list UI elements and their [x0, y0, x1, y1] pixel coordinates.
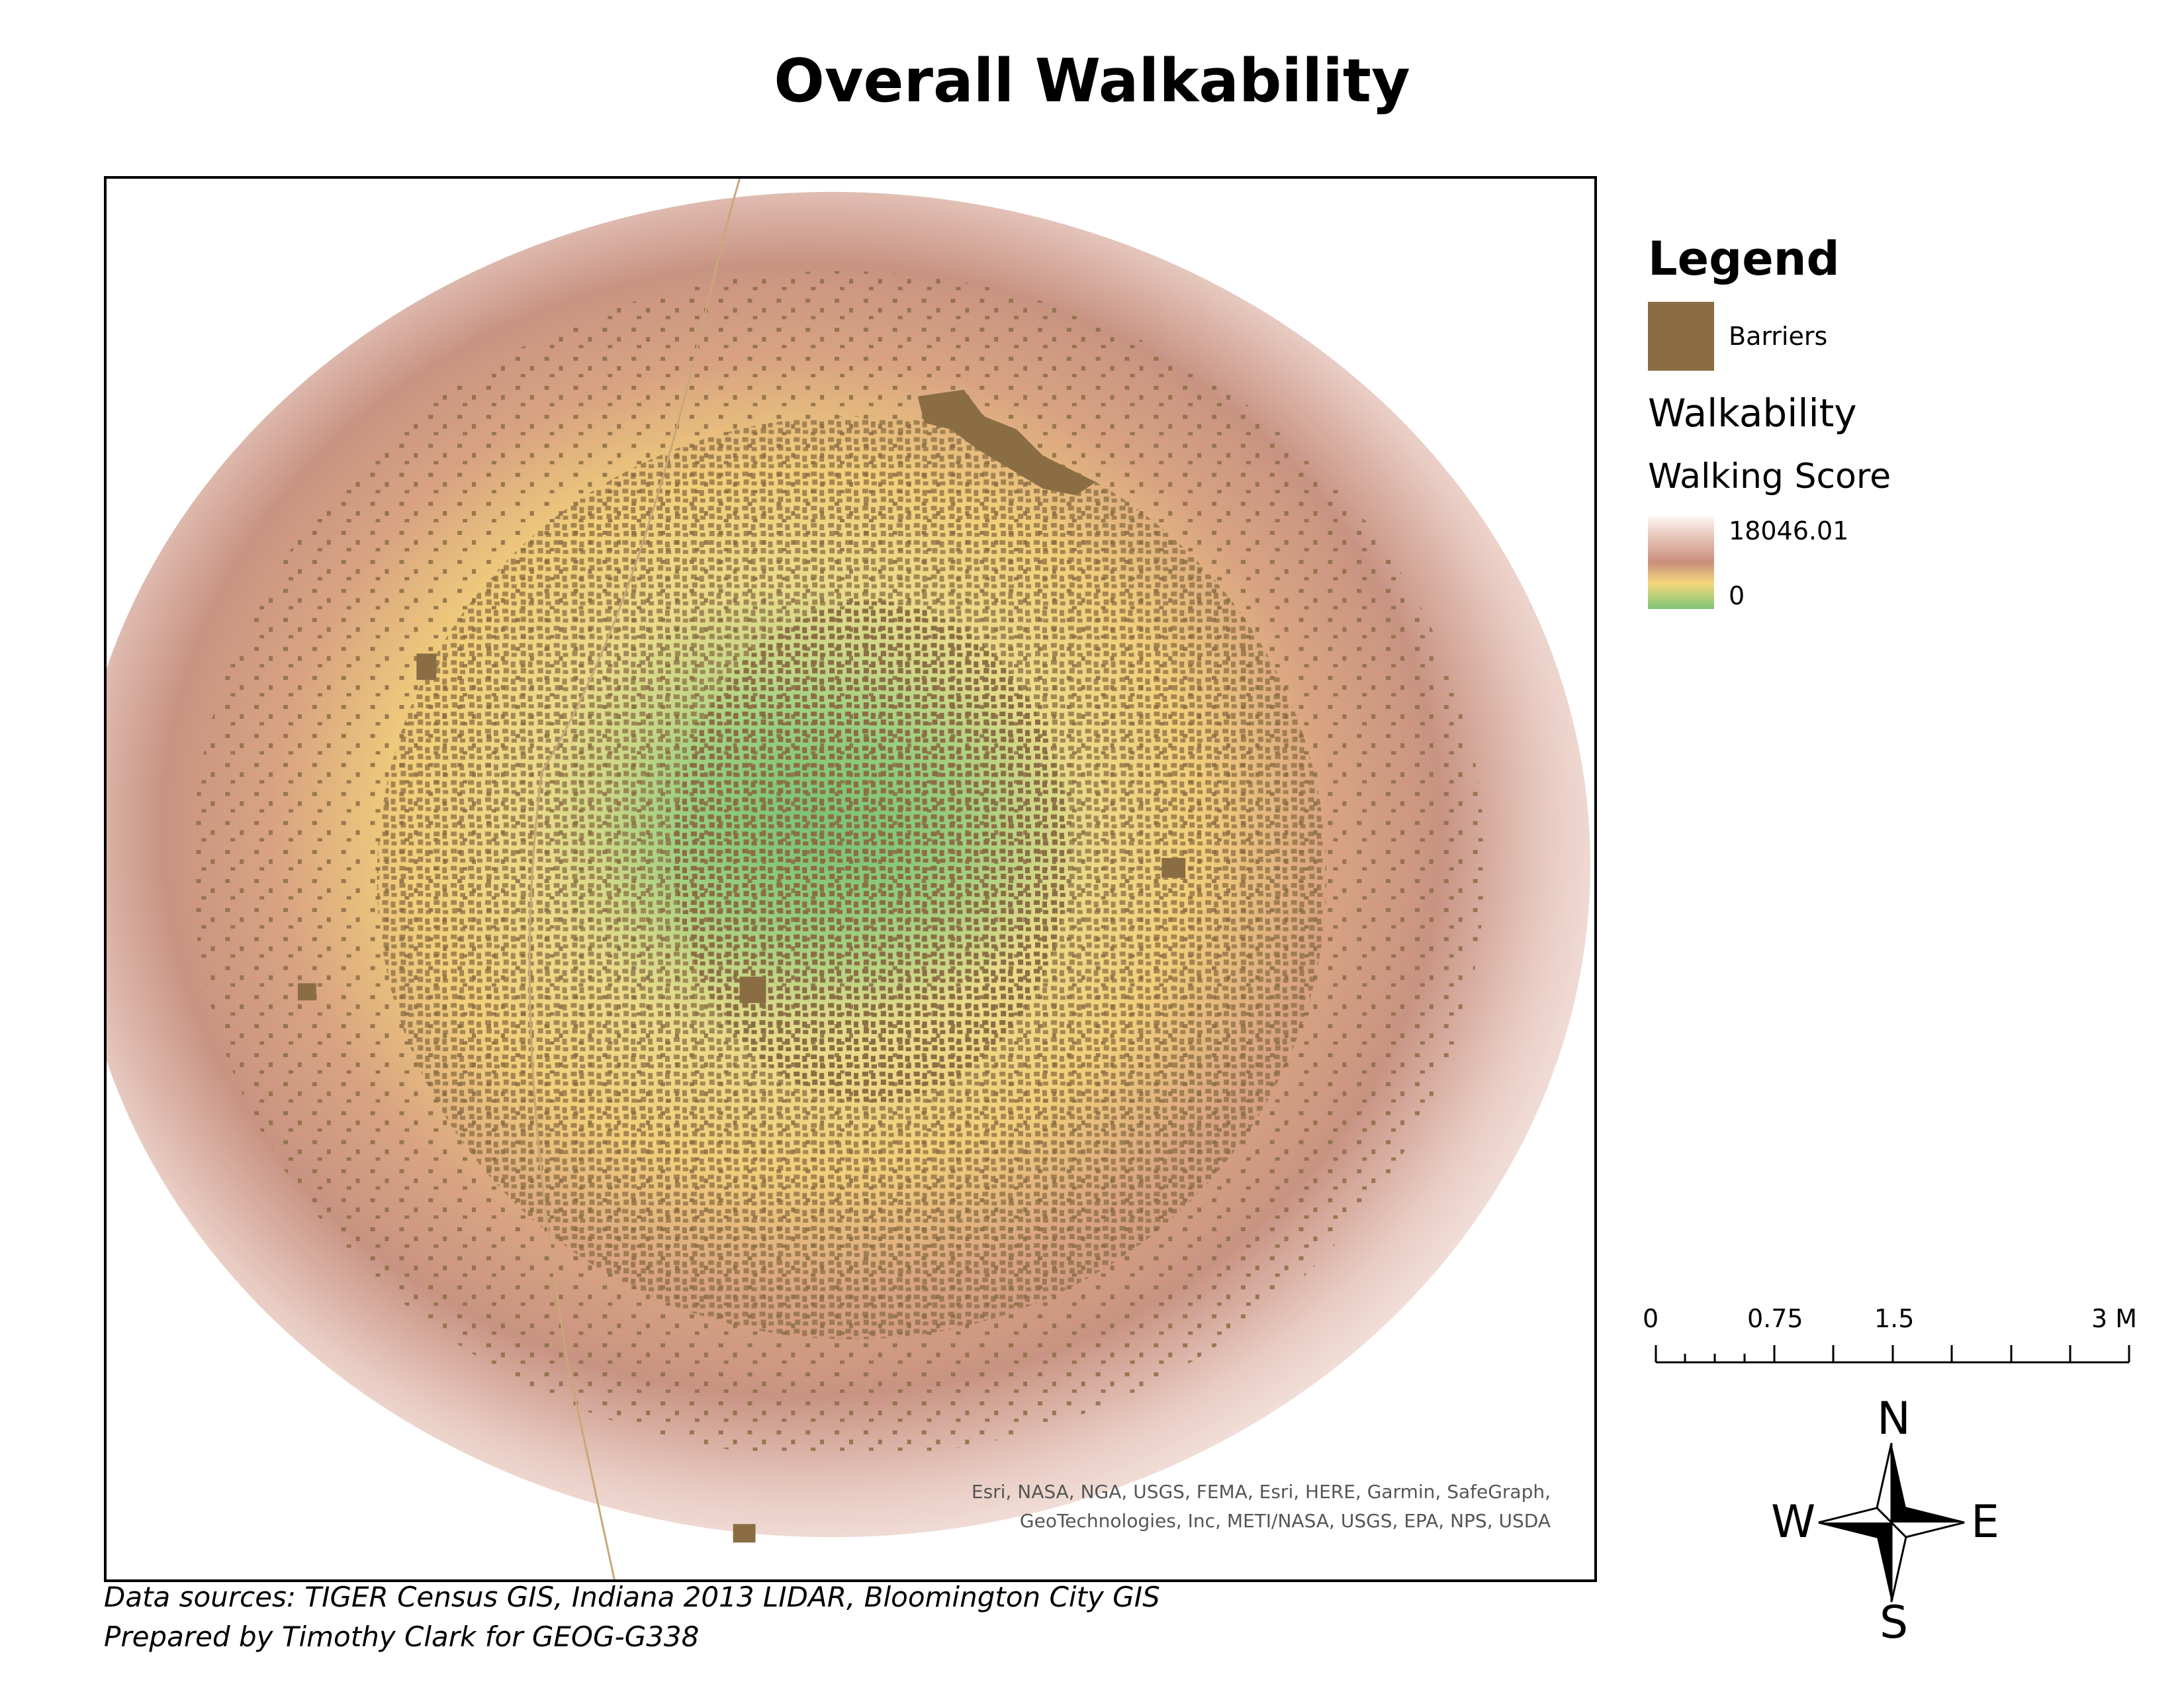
parcel-barrier: [416, 653, 437, 680]
scale-label: 3 M: [2091, 1304, 2138, 1333]
highway-line: [528, 179, 741, 1579]
north-arrow: N S W E: [1760, 1393, 2038, 1649]
compass-rose-icon: [1818, 1442, 1965, 1603]
parcel-barrier: [739, 976, 766, 1004]
legend-field-name: Walking Score: [1648, 457, 1891, 496]
barriers-label: Barriers: [1729, 322, 1828, 351]
compass-east-label: E: [1971, 1496, 1999, 1548]
attribution-line-2: GeoTechnologies, Inc, METI/NASA, USGS, E…: [1019, 1510, 1551, 1532]
scale-bar-graphic: [1655, 1345, 2130, 1364]
scale-bar: 0 0.75 1.5 3 M: [1641, 1304, 2144, 1377]
compass-west-label: W: [1771, 1496, 1816, 1548]
scale-label: 1.5: [1874, 1304, 1915, 1333]
ramp-max-label: 18046.01: [1729, 516, 1849, 545]
lake-barrier: [917, 389, 1096, 496]
prepared-by-text: Prepared by Timothy Clark for GEOG-G338: [104, 1620, 700, 1653]
parcel-barrier: [733, 1524, 756, 1543]
compass-south-label: S: [1880, 1597, 1909, 1649]
scale-label: 0: [1643, 1304, 1659, 1333]
parcel-barrier: [1161, 858, 1186, 878]
map-frame[interactable]: Esri, NASA, NGA, USGS, FEMA, Esri, HERE,…: [104, 176, 1597, 1582]
map-attribution: Esri, NASA, NGA, USGS, FEMA, Esri, HERE,…: [823, 1477, 1551, 1536]
urban-core-barriers: [673, 600, 1069, 1102]
walkability-map[interactable]: [107, 179, 1594, 1579]
parcel-barrier: [297, 983, 316, 1001]
compass-north-label: N: [1877, 1393, 1911, 1445]
walking-score-color-ramp: [1648, 516, 1714, 609]
barriers-swatch: [1648, 302, 1714, 371]
legend-heading: Legend: [1648, 232, 1840, 286]
legend-layer-name: Walkability: [1648, 391, 1857, 436]
map-title: Overall Walkability: [774, 46, 1410, 116]
data-sources-text: Data sources: TIGER Census GIS, Indiana …: [104, 1581, 1160, 1613]
ramp-min-label: 0: [1729, 581, 1745, 610]
attribution-line-1: Esri, NASA, NGA, USGS, FEMA, Esri, HERE,…: [971, 1481, 1551, 1503]
scale-label: 0.75: [1747, 1304, 1803, 1333]
